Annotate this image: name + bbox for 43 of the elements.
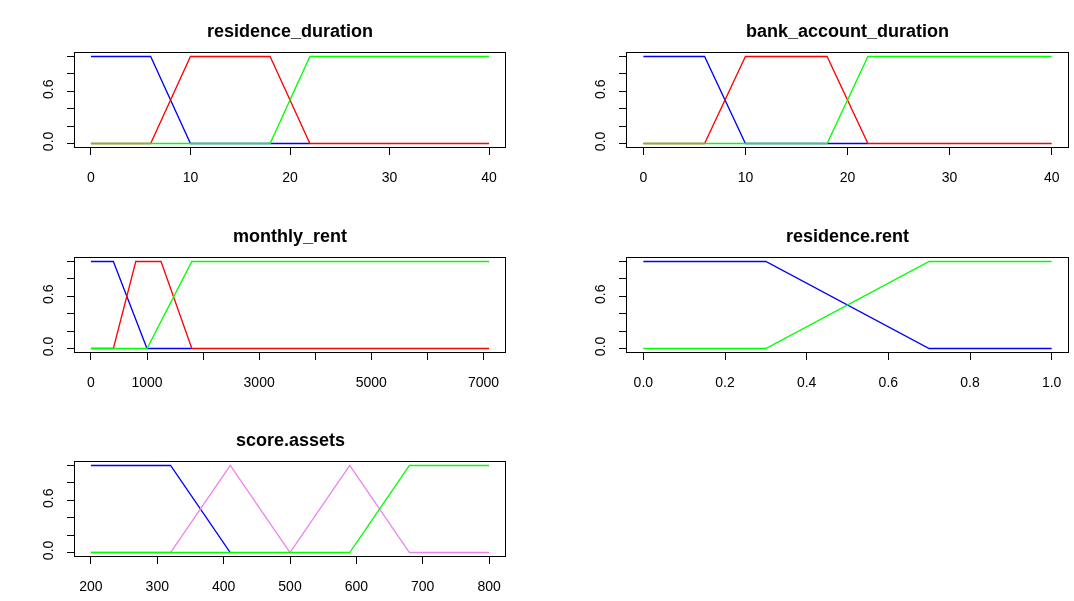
x-tick-label: 0 bbox=[87, 373, 96, 390]
x-tick-label: 1.0 bbox=[1041, 373, 1062, 390]
x-tick-label: 10 bbox=[182, 168, 199, 185]
x-tick-label: 700 bbox=[411, 577, 435, 594]
x-tick-label: 40 bbox=[1043, 168, 1060, 185]
chart-title: residence_duration bbox=[207, 21, 374, 41]
x-tick-label: 500 bbox=[278, 577, 302, 594]
x-tick-label: 40 bbox=[481, 168, 498, 185]
x-tick-label: 5000 bbox=[355, 373, 388, 390]
y-tick-label: 0.6 bbox=[40, 488, 57, 508]
x-tick-label: 0.8 bbox=[960, 373, 980, 390]
x-tick-label: 200 bbox=[79, 577, 103, 594]
x-tick-label: 3000 bbox=[243, 373, 275, 390]
y-tick-label: 0.0 bbox=[40, 540, 57, 561]
x-tick-label: 0.4 bbox=[796, 373, 817, 390]
x-tick-label: 0.0 bbox=[633, 373, 654, 390]
y-tick-label: 0.0 bbox=[592, 131, 609, 152]
x-tick-label: 30 bbox=[941, 168, 958, 185]
y-tick-label: 0.0 bbox=[40, 131, 57, 152]
x-tick-label: 20 bbox=[282, 168, 298, 185]
x-tick-label: 0.2 bbox=[715, 373, 735, 390]
chart-title: bank_account_duration bbox=[746, 21, 950, 41]
y-tick-label: 0.6 bbox=[40, 284, 57, 304]
y-tick-label: 0.6 bbox=[592, 79, 609, 99]
x-tick-label: 400 bbox=[211, 577, 236, 594]
x-tick-label: 300 bbox=[145, 577, 170, 594]
chart-title: residence.rent bbox=[786, 226, 910, 246]
x-tick-label: 1000 bbox=[131, 373, 163, 390]
x-tick-label: 7000 bbox=[467, 373, 500, 390]
y-tick-label: 0.6 bbox=[592, 284, 609, 304]
x-tick-label: 20 bbox=[839, 168, 856, 185]
x-tick-label: 0 bbox=[87, 168, 96, 185]
x-tick-label: 600 bbox=[344, 577, 369, 594]
x-tick-label: 30 bbox=[381, 168, 398, 185]
y-tick-label: 0.6 bbox=[40, 79, 57, 99]
chart-title: score.assets bbox=[236, 430, 346, 450]
y-tick-label: 0.0 bbox=[592, 336, 609, 357]
y-tick-label: 0.0 bbox=[40, 336, 57, 357]
x-tick-label: 0.6 bbox=[878, 373, 899, 390]
chart-title: monthly_rent bbox=[233, 226, 348, 246]
x-tick-label: 800 bbox=[477, 577, 501, 594]
x-tick-label: 10 bbox=[737, 168, 754, 185]
x-tick-label: 0 bbox=[639, 168, 648, 185]
